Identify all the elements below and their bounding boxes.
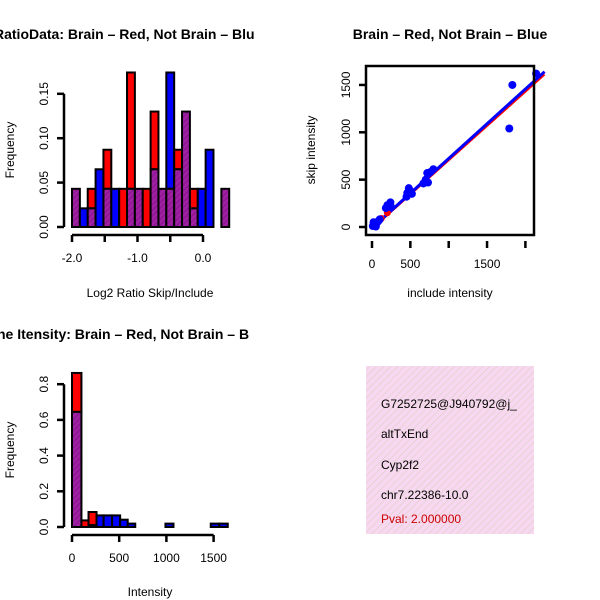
- intensity-y-tick-label: 0.4: [37, 447, 51, 464]
- scatter-y-tick-label: 0: [339, 223, 353, 230]
- scatter-title: Brain – Red, Not Brain – Blue: [353, 26, 548, 42]
- info-panel-background: [366, 366, 534, 534]
- intensity-bar-not-brain: [95, 514, 105, 529]
- ratio-bar-overlap: [149, 168, 160, 228]
- ratio-bar-overlap: [165, 187, 176, 228]
- intensity-bar-not-brain: [102, 514, 114, 529]
- ratio-y-tick-label: 0.10: [37, 126, 51, 150]
- ratio-bar-not-brain: [165, 71, 176, 190]
- intensity-bar-brain: [87, 511, 98, 527]
- ratio-bar-overlap: [157, 187, 168, 228]
- ratio-bar-brain: [173, 148, 184, 171]
- scatter-point: [387, 203, 396, 212]
- scatter-x-tick-label: 500: [400, 257, 420, 271]
- ratio-bar-overlap: [181, 110, 191, 228]
- intensity-x-tick-label: 1000: [153, 551, 180, 565]
- scatter-ylabel: skip intensity: [304, 116, 318, 185]
- ratio-histogram-title: RatioData: Brain – Red, Not Brain – Blu: [0, 26, 255, 42]
- ratio-bar-not-brain: [196, 187, 207, 228]
- ratio-x-tick-label: 0.0: [195, 251, 212, 265]
- ratio-bar-brain: [102, 148, 113, 190]
- intensity-histogram-title: ne Itensity: Brain – Red, Not Brain – B: [0, 326, 249, 342]
- ratio-bar-not-brain: [94, 168, 105, 228]
- intensity-y-tick-label: 0.2: [37, 483, 51, 500]
- ratio-bar-brain: [141, 187, 152, 228]
- scatter-x-tick-label: 0: [369, 257, 376, 271]
- ratio-bar-overlap: [173, 168, 184, 228]
- ratio-bar-overlap: [133, 187, 144, 228]
- scatter-point: [375, 215, 384, 224]
- ratio-bar-overlap: [126, 187, 136, 228]
- ratio-bar-overlap: [86, 207, 97, 229]
- intensity-bar-brain: [71, 371, 83, 413]
- ratio-bar-not-brain: [78, 207, 89, 229]
- ratio-x-tick-label: -2.0: [62, 251, 83, 265]
- fit-line: [370, 70, 546, 230]
- ratio-bar-not-brain: [204, 148, 215, 228]
- ratio-bar-overlap: [71, 187, 81, 228]
- ratio-bar-not-brain: [110, 187, 121, 228]
- scatter-xlabel: include intensity: [407, 286, 492, 300]
- intensity-y-tick-label: 0.8: [37, 376, 51, 393]
- intensity-bar-not-brain: [218, 522, 229, 529]
- info-line-location: chr7.22386-10.0: [381, 488, 469, 502]
- ratio-y-tick-label: 0.15: [37, 82, 51, 106]
- scatter-y-tick-label: 1500: [339, 71, 353, 98]
- scatter-y-tick-label: 1000: [339, 119, 353, 146]
- intensity-x-tick-label: 0: [69, 551, 76, 565]
- scatter-y-tick-label: 500: [339, 169, 353, 189]
- intensity-y-tick-label: 0.6: [37, 411, 51, 428]
- info-line-id: G7252725@J940792@j_: [381, 397, 517, 411]
- scatter-point: [508, 80, 517, 89]
- scatter-point: [429, 165, 438, 174]
- scatter-x-tick-label: 1500: [474, 257, 501, 271]
- intensity-bar-not-brain: [126, 522, 137, 529]
- intensity-histogram-ylabel: Frequency: [3, 422, 17, 479]
- intensity-bar-not-brain: [119, 518, 129, 529]
- intensity-y-tick-label: 0.0: [37, 518, 51, 535]
- intensity-scatter: Brain – Red, Not Brain – Blue include in…: [304, 26, 547, 300]
- intensity-x-tick-label: 500: [109, 551, 129, 565]
- ratio-bar-brain: [188, 187, 199, 210]
- intensity-bar-brain: [80, 519, 90, 529]
- ratio-bar-brain: [126, 71, 136, 190]
- ratio-bar-overlap: [102, 187, 113, 228]
- ratio-histogram: RatioData: Brain – Red, Not Brain – Blu …: [0, 26, 255, 300]
- ratio-y-tick-label: 0.05: [37, 171, 51, 195]
- ratio-x-tick-label: -1.0: [127, 251, 148, 265]
- ratio-histogram-xlabel: Log2 Ratio Skip/Include: [87, 286, 214, 300]
- info-line-event-type: altTxEnd: [381, 427, 428, 441]
- ratio-bar-overlap: [220, 187, 231, 228]
- scatter-point: [371, 222, 380, 231]
- scatter-plot-box: [364, 64, 536, 237]
- intensity-bar-not-brain: [164, 522, 175, 529]
- info-panel: G7252725@J940792@j_ altTxEnd Cyp2f2 chr7…: [366, 366, 534, 534]
- intensity-bar-overlap: [87, 524, 98, 529]
- intensity-bar-not-brain: [209, 522, 221, 529]
- intensity-bar-overlap: [71, 410, 83, 528]
- ratio-bar-brain: [149, 110, 160, 171]
- scatter-point: [423, 178, 432, 187]
- intensity-bar-not-brain: [111, 514, 122, 529]
- scatter-point: [505, 124, 514, 133]
- ratio-bar-overlap: [188, 207, 199, 229]
- intensity-histogram-xlabel: Intensity: [128, 585, 173, 599]
- info-line-pval: Pval: 2.000000: [381, 512, 461, 526]
- ratio-bar-brain: [118, 187, 129, 228]
- ratio-bar-brain: [86, 187, 97, 210]
- scatter-point: [407, 189, 416, 198]
- ratio-y-tick-label: 0.00: [37, 215, 51, 239]
- ratio-histogram-ylabel: Frequency: [3, 122, 17, 179]
- intensity-x-tick-label: 1500: [200, 551, 227, 565]
- intensity-histogram: ne Itensity: Brain – Red, Not Brain – B …: [0, 326, 249, 599]
- info-line-gene: Cyp2f2: [381, 458, 419, 472]
